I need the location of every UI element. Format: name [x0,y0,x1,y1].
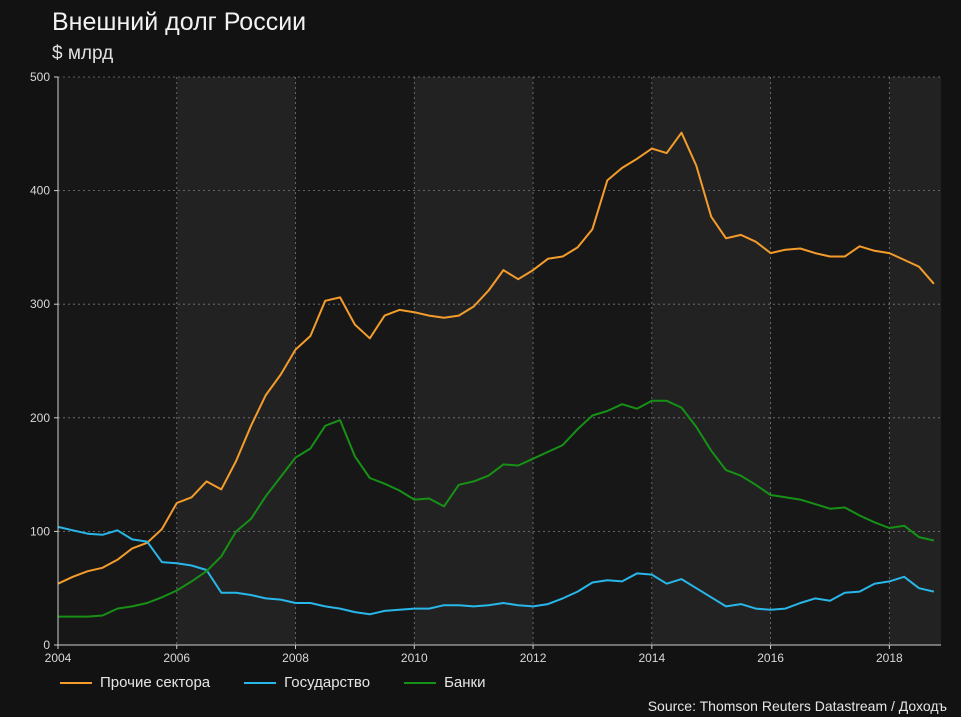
y-tick-label: 200 [30,411,50,425]
background-band [889,77,941,645]
legend-label: Государство [284,674,371,691]
series-lines [57,131,935,618]
x-tick-label: 2014 [638,651,665,665]
x-tick-label: 2008 [282,651,309,665]
legend-swatch [244,681,277,684]
legend: Прочие сектора Государство Банки [60,674,520,691]
background-bands [58,77,941,645]
y-tick-label: 500 [30,70,50,84]
y-tick-label: 0 [43,638,50,652]
x-tick-label: 2006 [163,651,190,665]
background-band [176,77,296,645]
legend-swatch [404,681,437,684]
background-band [770,77,890,645]
x-tick-label: 2012 [520,651,547,665]
y-tick-label: 100 [30,524,50,538]
y-tick-label: 300 [30,297,50,311]
series-line-1 [57,525,935,616]
axes [57,77,941,646]
source-note: Source: Thomson Reuters Datastream / Дох… [647,698,947,714]
legend-label: Прочие сектора [100,674,211,691]
x-tick-label: 2004 [45,651,72,665]
y-tick-label: 400 [30,184,50,198]
tick-labels: 0 100 200 300 400 500 2004 2006 2008 2010 2012 2014… [30,70,903,665]
x-tick-label: 2016 [757,651,784,665]
x-tick-label: 2010 [401,651,428,665]
series-line-0 [57,131,935,585]
legend-label: Банки [444,674,486,691]
grid-lines [58,76,941,645]
series-line-2 [58,399,935,618]
legend-item-government: Государство [244,674,370,691]
legend-swatch [60,681,92,684]
background-band [58,77,177,645]
x-tick-label: 2018 [876,651,903,665]
legend-item-other-sectors: Прочие сектора [60,674,210,691]
background-band [414,77,534,645]
background-band [533,77,652,645]
legend-item-banks: Банки [404,674,486,691]
background-band [651,77,771,645]
chart-title: Внешний долг России [52,8,307,36]
background-band [295,77,415,645]
chart-subtitle: $ млрд [52,43,114,64]
